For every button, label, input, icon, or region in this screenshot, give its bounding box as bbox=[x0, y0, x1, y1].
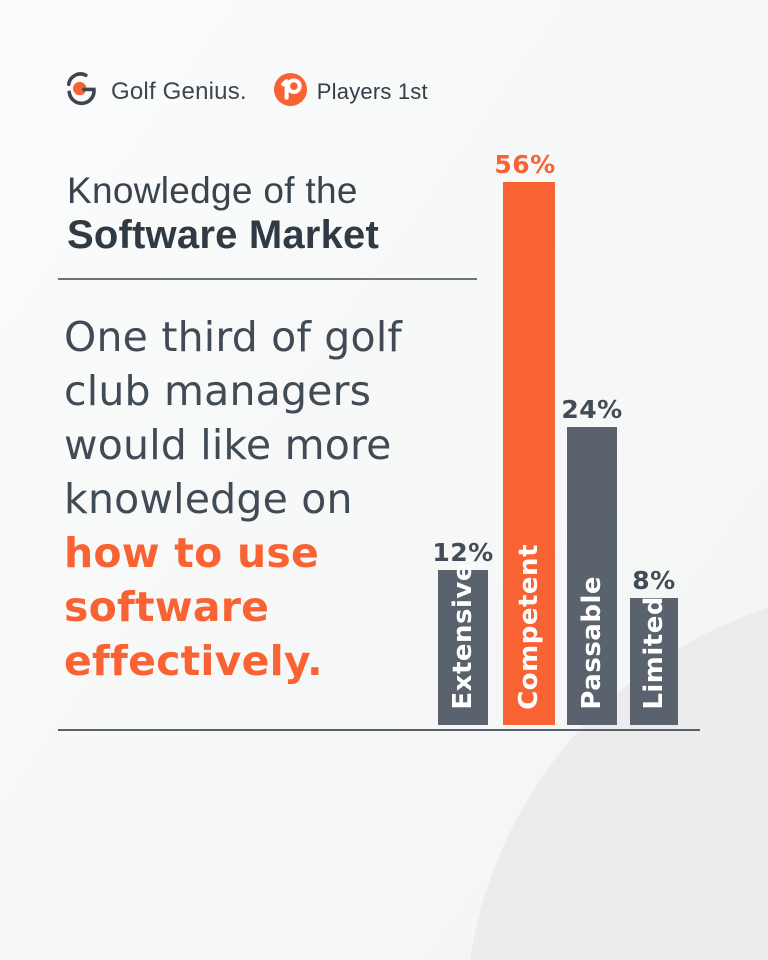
bar-passable: Passable bbox=[567, 427, 617, 725]
players-1st-wordmark: Players 1st bbox=[316, 78, 428, 104]
body-line: knowledge on bbox=[64, 475, 353, 523]
bar-extensive: Extensive bbox=[438, 563, 488, 725]
page-title: Knowledge of the Software Market bbox=[67, 170, 379, 258]
bar-category-label: Extensive bbox=[448, 563, 478, 710]
players-1st-logo-icon bbox=[273, 72, 308, 112]
value-label-limited: 8% bbox=[632, 566, 676, 595]
players-1st-logo: Players 1st bbox=[273, 72, 428, 112]
chart-baseline bbox=[58, 729, 700, 731]
body-line: One third of golf bbox=[64, 313, 403, 361]
title-line-2: Software Market bbox=[67, 213, 379, 257]
body-highlight-line: how to use bbox=[64, 529, 319, 577]
body-copy: One third of golf club managers would li… bbox=[64, 310, 504, 688]
golf-genius-logo: Golf Genius. bbox=[64, 70, 247, 113]
title-divider-line bbox=[58, 278, 477, 280]
golf-genius-wordmark: Golf Genius. bbox=[111, 77, 247, 105]
title-line-1: Knowledge of the bbox=[67, 170, 358, 211]
bar-competent: Competent bbox=[503, 182, 555, 725]
body-line: would like more bbox=[64, 421, 392, 469]
value-label-extensive: 12% bbox=[432, 538, 494, 567]
body-line: club managers bbox=[64, 367, 372, 415]
bar-limited: Limited bbox=[630, 596, 678, 725]
bar-category-label: Competent bbox=[514, 544, 544, 710]
brand-header: Golf Genius. Players 1st bbox=[64, 70, 428, 113]
value-label-passable: 24% bbox=[561, 395, 623, 424]
bar-category-label: Limited bbox=[639, 596, 669, 710]
body-highlight-line: effectively. bbox=[64, 637, 323, 685]
bar-category-label: Passable bbox=[577, 576, 607, 710]
body-highlight-line: software bbox=[64, 583, 270, 631]
golf-genius-logo-icon bbox=[64, 70, 102, 113]
value-label-competent: 56% bbox=[494, 150, 556, 179]
